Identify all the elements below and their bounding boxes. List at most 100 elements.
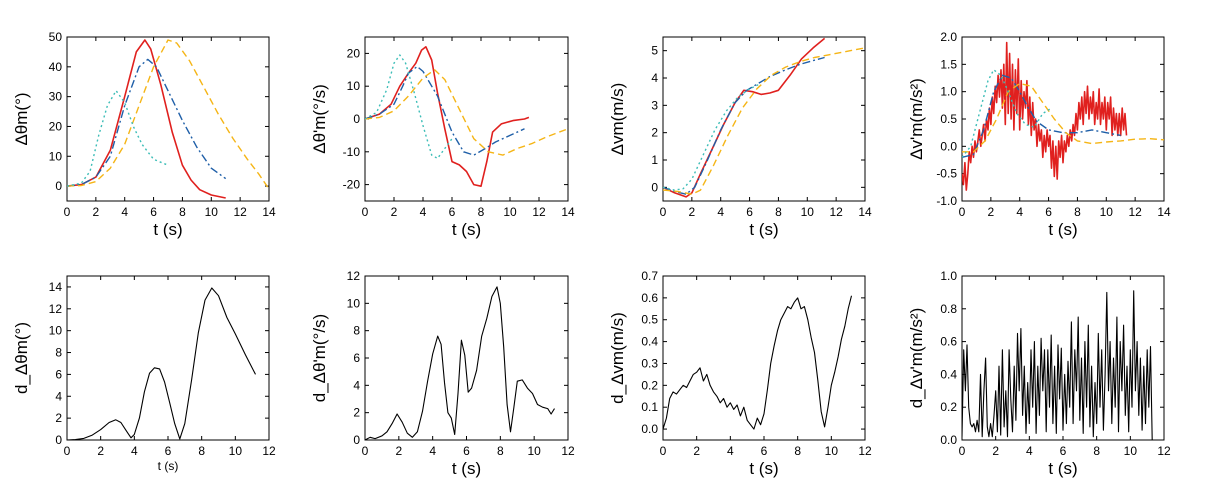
plot-frame — [364, 36, 569, 202]
y-tick-label: 12 — [49, 302, 63, 316]
y-tick-label: 0.8 — [940, 302, 957, 316]
series-line-blue — [67, 58, 227, 187]
series-line-cyan — [962, 69, 1052, 158]
y-tick-label: 0.2 — [940, 400, 957, 414]
x-tick-label: 6 — [1045, 205, 1052, 219]
plot-frame — [662, 36, 866, 202]
x-tick-label: 10 — [825, 444, 839, 458]
y-tick-label: 2 — [651, 126, 658, 140]
x-tick-label: 10 — [1124, 444, 1138, 458]
y-tick-label: 12 — [347, 269, 361, 283]
y-tick-label: 0.3 — [641, 356, 658, 370]
y-tick-label: 0.4 — [940, 367, 957, 381]
x-tick-label: 10 — [503, 205, 517, 219]
y-tick-label: 40 — [49, 60, 63, 74]
y-axis-label: d_Δvm(m/s) — [608, 312, 627, 404]
chart-panel-7: 0 2 4 6 8 10 12 0.0 0.1 0.2 0.3 0.4 0.5 0.6 0.7 t (s) d_… — [608, 269, 872, 478]
x-tick-label: 4 — [1026, 444, 1033, 458]
x-tick-label: 4 — [717, 205, 724, 219]
x-tick-label: 6 — [449, 205, 456, 219]
x-tick-label: 14 — [1157, 205, 1171, 219]
x-tick-label: 4 — [420, 205, 427, 219]
y-tick-label: 3 — [651, 98, 658, 112]
chart-panel-6: 0 2 4 6 8 10 12 0 2 4 6 8 10 12 t (s) d_Δθ'm(°/s) — [310, 269, 575, 478]
x-tick-label: 6 — [165, 444, 172, 458]
x-tick-label: 8 — [478, 205, 485, 219]
y-tick-label: 1 — [651, 153, 658, 167]
x-tick-label: 0 — [660, 444, 667, 458]
y-tick-label: 0.6 — [940, 335, 957, 349]
series-line-black — [962, 290, 1153, 440]
x-axis-label: t (s) — [749, 220, 778, 239]
x-axis-label: t (s) — [452, 220, 481, 239]
y-tick-label: 10 — [347, 79, 361, 93]
series-line-red — [663, 37, 826, 198]
x-tick-label: 8 — [794, 444, 801, 458]
y-tick-label: 2.0 — [940, 30, 957, 44]
y-tick-label: 50 — [49, 30, 63, 44]
x-axis-label: t (s) — [749, 459, 778, 478]
x-tick-label: 2 — [391, 205, 398, 219]
x-tick-label: 6 — [1060, 444, 1067, 458]
series-line-blue — [962, 74, 1121, 158]
x-axis-label: t (s) — [153, 220, 182, 239]
y-tick-label: 6 — [353, 351, 360, 365]
y-tick-label: 0.2 — [641, 378, 658, 392]
x-axis-label: t (s) — [452, 459, 481, 478]
series-line-orange — [663, 47, 865, 195]
y-tick-label: 6 — [55, 367, 62, 381]
series-line-blue — [663, 56, 825, 195]
x-tick-label: 6 — [746, 205, 753, 219]
series-line-black — [663, 295, 853, 430]
x-tick-label: 8 — [775, 205, 782, 219]
x-tick-label: 4 — [727, 444, 734, 458]
y-tick-label: -10 — [343, 145, 361, 159]
x-tick-label: 0 — [64, 205, 71, 219]
y-tick-label: 0.7 — [641, 269, 658, 283]
y-tick-label: 1.5 — [940, 57, 957, 71]
x-tick-label: 12 — [858, 444, 872, 458]
x-axis-label: t (s) — [1048, 220, 1077, 239]
chart-panel-2: 0 2 4 6 8 10 12 14 -20 -10 0 10 20 t (s) Δθ'm(°/s) — [310, 36, 575, 239]
x-tick-label: 8 — [1074, 205, 1081, 219]
y-tick-label: 8 — [55, 346, 62, 360]
x-tick-label: 12 — [829, 205, 843, 219]
y-tick-label: -1.0 — [936, 194, 957, 208]
x-tick-label: 12 — [561, 444, 575, 458]
x-tick-label: 8 — [497, 444, 504, 458]
x-tick-label: 10 — [527, 444, 541, 458]
y-tick-label: 0.4 — [641, 335, 658, 349]
series-line-orange — [962, 82, 1164, 153]
y-tick-label: 0.5 — [940, 112, 957, 126]
y-tick-label: 0 — [55, 179, 62, 193]
y-tick-label: 0 — [353, 433, 360, 447]
x-tick-label: 0 — [64, 444, 71, 458]
y-tick-label: 8 — [353, 324, 360, 338]
plot-frame — [66, 36, 270, 202]
y-tick-label: 10 — [49, 324, 63, 338]
y-tick-label: 2 — [353, 406, 360, 420]
y-axis-label: Δθm(°) — [12, 92, 31, 145]
x-tick-label: 4 — [121, 205, 128, 219]
y-axis-label: d_Δθm(°) — [12, 322, 31, 394]
x-tick-label: 12 — [1157, 444, 1171, 458]
x-tick-label: 6 — [463, 444, 470, 458]
x-tick-label: 0 — [959, 205, 966, 219]
x-tick-label: 12 — [532, 205, 546, 219]
series-line-black — [365, 286, 555, 440]
x-tick-label: 2 — [395, 444, 402, 458]
y-tick-label: 0 — [651, 180, 658, 194]
y-tick-label: 5 — [651, 44, 658, 58]
y-axis-label: d_Δv'm(m/s²) — [907, 308, 926, 409]
y-tick-label: 0.0 — [940, 433, 957, 447]
series-line-orange — [365, 69, 568, 156]
chart-panel-1: 0 2 4 6 8 10 12 14 0 10 20 30 40 50 t (s) Δθm(°) — [12, 30, 276, 239]
y-tick-label: 10 — [49, 149, 63, 163]
x-tick-label: 0 — [959, 444, 966, 458]
x-axis-label: t (s) — [158, 459, 179, 473]
series-line-cyan — [67, 90, 169, 187]
plot-frame — [364, 275, 569, 441]
x-tick-label: 2 — [988, 205, 995, 219]
x-tick-label: 0 — [362, 205, 369, 219]
y-tick-label: -20 — [343, 178, 361, 192]
